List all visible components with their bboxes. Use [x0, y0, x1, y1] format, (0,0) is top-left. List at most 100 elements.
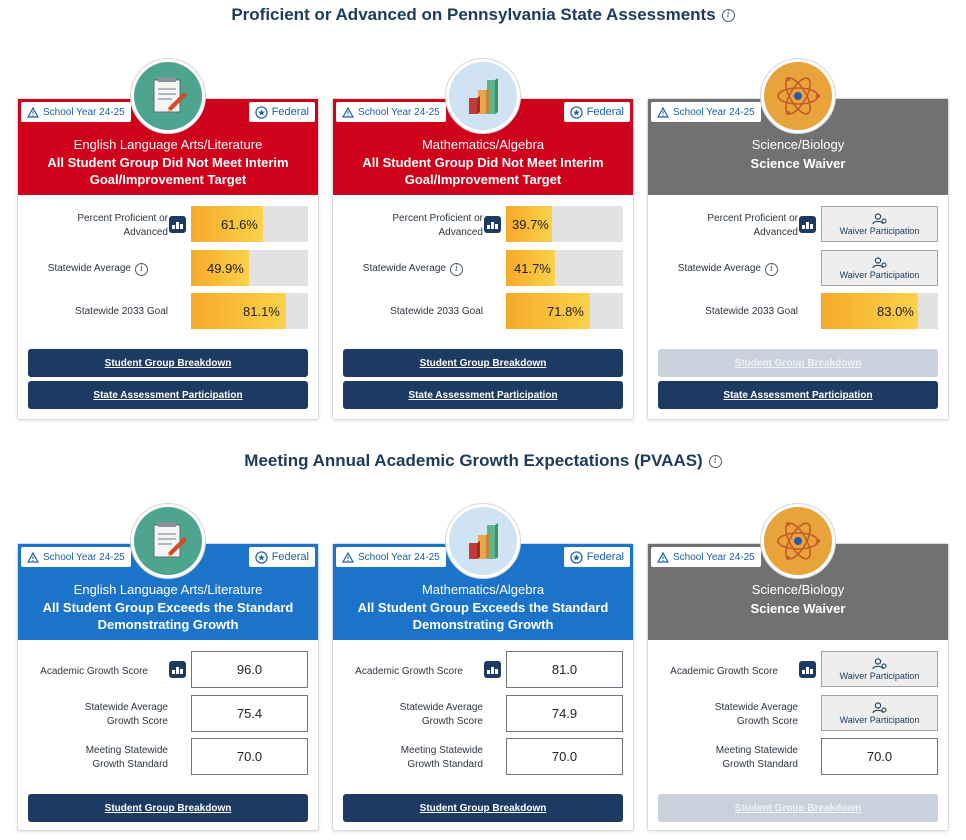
star-icon: [255, 550, 268, 564]
warning-triangle-icon: [342, 106, 354, 118]
science-proficiency-card: School Year 24-25 Science/Biology Scienc…: [647, 98, 949, 420]
student-group-breakdown-button: Student Group Breakdown: [658, 349, 938, 377]
math-subject-avatar: [445, 503, 521, 579]
waiver-participation-box[interactable]: Waiver Participation: [821, 651, 938, 687]
waiver-participation-box[interactable]: Waiver Participation: [821, 206, 938, 242]
school-year-badge: School Year 24-25: [21, 102, 131, 122]
school-year-badge: School Year 24-25: [651, 547, 761, 567]
star-icon: [570, 550, 583, 564]
bar-chart-icon[interactable]: [484, 216, 501, 233]
status-label: All Student Group Did Not Meet Interim G…: [362, 155, 604, 187]
statewide-goal-label: Statewide 2033 Goal: [705, 306, 798, 317]
card-header: School Year 24-25 Federal Mathematics/Al…: [333, 544, 633, 640]
person-search-icon: [871, 657, 886, 669]
student-group-breakdown-button[interactable]: Student Group Breakdown: [343, 349, 623, 377]
bar-chart-icon: [469, 78, 498, 114]
academic-growth-score-label: Academic Growth Score: [40, 666, 148, 677]
ela-subject-avatar: [130, 58, 206, 134]
statewide-goal-label: Statewide 2033 Goal: [75, 306, 168, 317]
student-group-breakdown-button[interactable]: Student Group Breakdown: [28, 349, 308, 377]
warning-triangle-icon: [342, 551, 354, 563]
state-assessment-participation-button[interactable]: State Assessment Participation: [343, 381, 623, 409]
science-subject-avatar: [760, 58, 836, 134]
statewide-average-label: Statewide Average i: [353, 255, 463, 283]
bar-chart-icon[interactable]: [799, 216, 816, 233]
bar-chart-icon[interactable]: [169, 216, 186, 233]
info-icon[interactable]: i: [765, 262, 778, 276]
statewide-average-bar: 49.9%: [191, 250, 308, 286]
info-icon[interactable]: i: [450, 262, 463, 276]
math-growth-card: School Year 24-25 Federal Mathematics/Al…: [332, 543, 634, 831]
science-subject-avatar: [760, 503, 836, 579]
card-header: School Year 24-25 Federal Mathematics/Al…: [333, 99, 633, 195]
waiver-participation-box[interactable]: Waiver Participation: [821, 250, 938, 286]
person-search-icon: [871, 212, 886, 224]
bar-chart-icon[interactable]: [799, 661, 816, 678]
subject-label: Mathematics/Algebra: [421, 137, 545, 152]
federal-badge: Federal: [563, 102, 630, 122]
percent-proficient-bar: 39.7%: [506, 206, 623, 242]
card-header: School Year 24-25 Science/Biology Scienc…: [648, 99, 948, 195]
academic-growth-score-label: Academic Growth Score: [670, 666, 778, 677]
person-search-icon: [871, 701, 886, 713]
info-icon[interactable]: i: [721, 8, 735, 22]
school-year-badge: School Year 24-25: [336, 547, 446, 567]
student-group-breakdown-button: Student Group Breakdown: [658, 794, 938, 822]
state-assessment-participation-button[interactable]: State Assessment Participation: [28, 381, 308, 409]
academic-growth-score-label: Academic Growth Score: [355, 666, 463, 677]
notepad-icon: [153, 522, 187, 558]
statewide-average-label: Statewide Average i: [38, 255, 148, 283]
percent-proficient-label: Percent Proficient or Advanced: [77, 213, 168, 238]
state-assessment-participation-button[interactable]: State Assessment Participation: [658, 381, 938, 409]
growth-standard-value: 70.0: [821, 738, 938, 775]
status-label: Science Waiver: [750, 601, 846, 616]
atom-icon: [777, 522, 820, 560]
subject-label: Mathematics/Algebra: [421, 582, 545, 597]
statewide-average-label: Statewide Average i: [668, 255, 778, 283]
percent-proficient-label: Percent Proficient or Advanced: [392, 213, 483, 238]
warning-triangle-icon: [657, 551, 669, 563]
subject-label: English Language Arts/Literature: [73, 137, 263, 152]
academic-growth-score-value: 96.0: [191, 651, 308, 688]
growth-standard-label: Meeting Statewide Growth Standard: [400, 745, 483, 770]
subject-label: Science/Biology: [751, 137, 845, 152]
statewide-average-bar: 41.7%: [506, 250, 623, 286]
subject-label: English Language Arts/Literature: [73, 582, 263, 597]
proficiency-section-title: Proficient or Advanced on Pennsylvania S…: [0, 5, 966, 25]
percent-proficient-bar: 61.6%: [191, 206, 308, 242]
atom-icon: [777, 77, 820, 115]
info-icon[interactable]: i: [135, 262, 148, 276]
federal-badge: Federal: [563, 547, 630, 567]
warning-triangle-icon: [27, 106, 39, 118]
bar-chart-icon: [469, 523, 498, 559]
student-group-breakdown-button[interactable]: Student Group Breakdown: [343, 794, 623, 822]
status-label: All Student Group Exceeds the Standard D…: [42, 600, 294, 632]
student-group-breakdown-button[interactable]: Student Group Breakdown: [28, 794, 308, 822]
waiver-participation-box[interactable]: Waiver Participation: [821, 695, 938, 731]
federal-badge: Federal: [248, 102, 315, 122]
statewide-goal-bar: 71.8%: [506, 293, 623, 329]
growth-section-title: Meeting Annual Academic Growth Expectati…: [0, 451, 966, 471]
growth-standard-value: 70.0: [191, 738, 308, 775]
info-icon[interactable]: i: [708, 454, 722, 468]
growth-standard-label: Meeting Statewide Growth Standard: [85, 745, 168, 770]
statewide-average-growth-label: Statewide Average Growth Score: [84, 702, 168, 727]
math-proficiency-card: School Year 24-25 Federal Mathematics/Al…: [332, 98, 634, 420]
statewide-goal-label: Statewide 2033 Goal: [390, 306, 483, 317]
school-year-badge: School Year 24-25: [651, 102, 761, 122]
subject-label: Science/Biology: [751, 582, 845, 597]
statewide-goal-bar: 83.0%: [821, 293, 938, 329]
science-growth-card: School Year 24-25 Science/Biology Scienc…: [647, 543, 949, 831]
bar-chart-icon[interactable]: [484, 661, 501, 678]
statewide-goal-bar: 81.1%: [191, 293, 308, 329]
statewide-average-growth-label: Statewide Average Growth Score: [714, 702, 798, 727]
statewide-average-growth-value: 75.4: [191, 695, 308, 732]
growth-standard-label: Meeting Statewide Growth Standard: [715, 745, 798, 770]
ela-growth-card: School Year 24-25 Federal English Langua…: [17, 543, 319, 831]
math-subject-avatar: [445, 58, 521, 134]
status-label: All Student Group Did Not Meet Interim G…: [47, 155, 289, 187]
school-year-badge: School Year 24-25: [336, 102, 446, 122]
notepad-icon: [153, 77, 187, 113]
bar-chart-icon[interactable]: [169, 661, 186, 678]
ela-subject-avatar: [130, 503, 206, 579]
